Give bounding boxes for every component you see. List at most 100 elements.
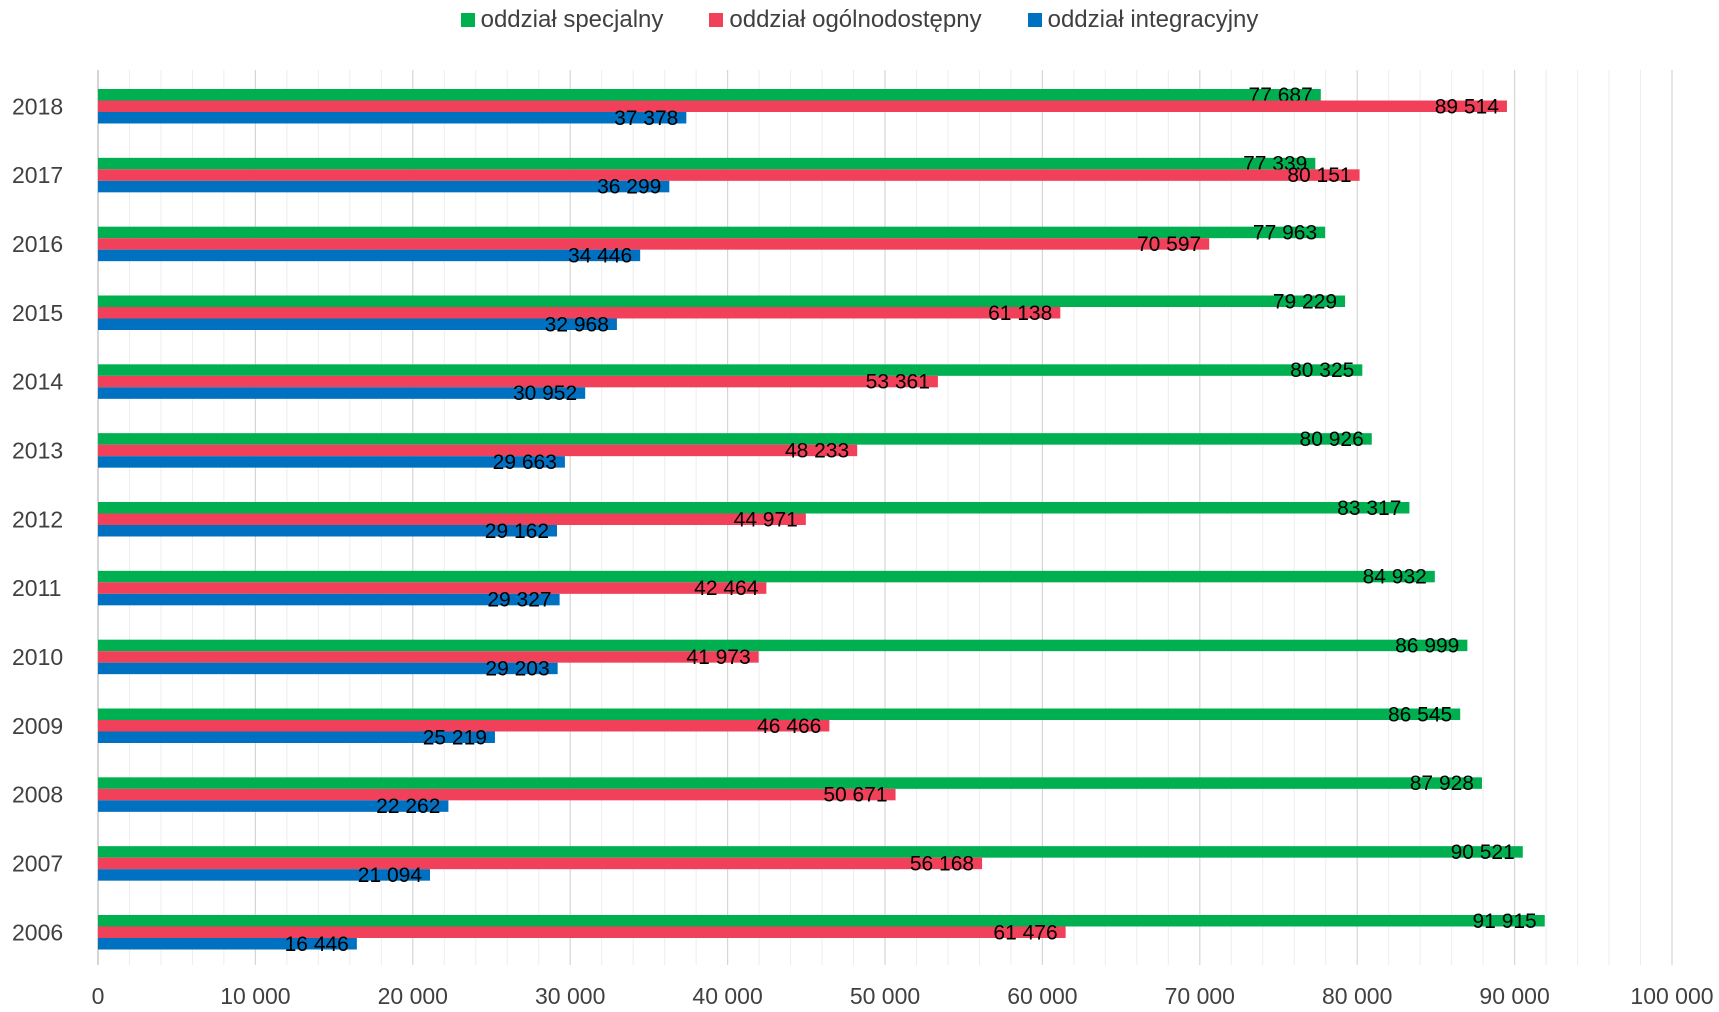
x-tick-label: 10 000 xyxy=(220,983,290,1009)
data-label: 77 963 xyxy=(1253,221,1317,244)
bar xyxy=(98,502,1410,514)
y-tick-label: 2018 xyxy=(12,93,63,119)
bar xyxy=(98,720,830,732)
bar xyxy=(98,387,586,399)
bar xyxy=(98,525,558,537)
data-label: 22 262 xyxy=(376,795,440,818)
bar xyxy=(98,915,1545,927)
bar xyxy=(98,731,495,743)
x-tick-label: 100 000 xyxy=(1630,983,1713,1009)
bar xyxy=(98,456,565,468)
y-tick-label: 2016 xyxy=(12,231,63,257)
bar xyxy=(98,180,670,193)
data-label: 16 446 xyxy=(285,933,349,956)
data-label: 87 928 xyxy=(1410,772,1474,795)
y-tick-label: 2009 xyxy=(12,713,63,739)
y-tick-label: 2008 xyxy=(12,782,63,808)
x-tick-label: 30 000 xyxy=(535,983,605,1009)
data-label: 34 446 xyxy=(568,244,632,267)
bar xyxy=(98,100,1507,112)
y-tick-label: 2015 xyxy=(12,300,63,326)
data-label: 44 971 xyxy=(734,508,798,531)
legend-label-ogolnodostepny: oddział ogólnodostępny xyxy=(729,6,982,33)
x-tick-label: 50 000 xyxy=(850,983,920,1009)
bar xyxy=(98,869,431,881)
data-label: 41 973 xyxy=(686,646,750,669)
data-label: 21 094 xyxy=(358,864,423,887)
bar xyxy=(98,169,1360,181)
bar xyxy=(98,157,1316,170)
data-label: 56 168 xyxy=(910,852,974,875)
bar xyxy=(98,433,1372,445)
data-label: 25 219 xyxy=(423,726,487,749)
data-label: 80 151 xyxy=(1287,164,1351,187)
bar xyxy=(98,375,938,388)
bar xyxy=(98,238,1210,250)
bar xyxy=(98,777,1482,789)
x-tick-label: 70 000 xyxy=(1165,983,1235,1009)
bar xyxy=(98,926,1066,938)
bar xyxy=(98,513,806,525)
x-tick-label: 20 000 xyxy=(378,983,448,1009)
legend-swatch-specjalny xyxy=(460,13,475,27)
bar xyxy=(98,800,449,812)
bar xyxy=(98,846,1523,858)
bar xyxy=(98,226,1326,239)
data-label: 46 466 xyxy=(757,715,821,738)
x-tick-label: 0 xyxy=(92,983,105,1009)
data-label: 80 325 xyxy=(1290,359,1354,382)
y-tick-label: 2017 xyxy=(12,162,63,188)
data-label: 84 932 xyxy=(1363,566,1427,589)
legend-item-ogolnodostepny[interactable]: oddział ogólnodostępny xyxy=(709,6,982,34)
y-tick-label: 2007 xyxy=(12,850,63,876)
x-tick-label: 90 000 xyxy=(1479,983,1549,1009)
y-tick-label: 2006 xyxy=(12,919,63,945)
data-label: 90 521 xyxy=(1451,841,1515,864)
y-tick-label: 2014 xyxy=(12,369,63,395)
x-tick-label: 80 000 xyxy=(1322,983,1392,1009)
y-tick-label: 2010 xyxy=(12,644,63,670)
data-label: 29 663 xyxy=(493,451,557,474)
x-tick-label: 60 000 xyxy=(1007,983,1077,1009)
bar xyxy=(98,651,759,663)
data-label: 89 514 xyxy=(1435,95,1500,118)
bar xyxy=(98,89,1321,101)
legend-swatch-ogolnodostepny xyxy=(709,13,724,27)
legend: oddział specjalny oddział ogólnodostępny… xyxy=(0,6,1719,34)
data-label: 61 476 xyxy=(993,921,1057,944)
bar xyxy=(98,295,1346,307)
bar xyxy=(98,593,560,606)
legend-item-specjalny[interactable]: oddział specjalny xyxy=(460,6,664,34)
bar xyxy=(98,857,983,870)
y-tick-label: 2013 xyxy=(12,437,63,463)
data-label: 86 999 xyxy=(1395,634,1459,657)
bar xyxy=(98,318,617,330)
legend-swatch-integracyjny xyxy=(1027,13,1042,27)
bar xyxy=(98,307,1061,319)
data-label: 83 317 xyxy=(1337,497,1401,520)
legend-item-integracyjny[interactable]: oddział integracyjny xyxy=(1027,6,1259,34)
data-label: 70 597 xyxy=(1137,233,1201,256)
legend-label-integracyjny: oddział integracyjny xyxy=(1047,6,1259,33)
data-label: 29 162 xyxy=(485,520,549,543)
data-label: 29 203 xyxy=(485,657,549,680)
bar xyxy=(98,444,858,457)
y-tick-label: 2011 xyxy=(12,575,61,601)
data-label: 61 138 xyxy=(988,302,1052,325)
data-label: 80 926 xyxy=(1300,428,1364,451)
data-label: 48 233 xyxy=(785,439,849,462)
y-tick-label: 2012 xyxy=(12,506,63,532)
bar xyxy=(98,364,1363,376)
legend-label-specjalny: oddział specjalny xyxy=(480,6,664,33)
data-label: 50 671 xyxy=(823,784,887,807)
data-label: 79 229 xyxy=(1273,290,1337,313)
bar xyxy=(98,639,1468,652)
data-label: 29 327 xyxy=(487,589,551,612)
data-label: 53 361 xyxy=(866,371,930,394)
bar xyxy=(98,249,641,262)
bar xyxy=(98,938,357,950)
bar xyxy=(98,662,558,675)
x-tick-label: 40 000 xyxy=(692,983,762,1009)
